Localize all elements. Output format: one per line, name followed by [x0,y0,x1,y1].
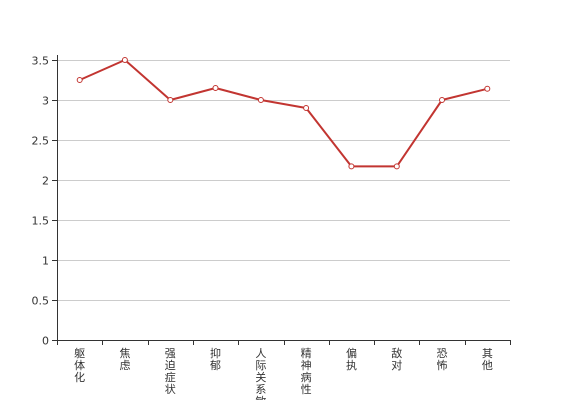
data-point[interactable] [439,97,445,103]
x-tick-label: 焦虑 [119,347,130,372]
grid-lines [57,60,510,301]
x-tick-label: 其他 [482,347,493,372]
data-point[interactable] [257,97,264,103]
x-tick-label: 敌对 [391,346,402,372]
data-point[interactable] [212,85,219,91]
x-axis-ticks: 躯体化 焦虑 强迫症状 抑郁 人际关系敏感 精神病性 偏执 敌对 恐怖 其他 [57,340,511,400]
x-tick-label: 精神病性 [301,347,312,396]
data-point[interactable] [121,57,128,63]
data-point[interactable] [393,163,400,170]
y-tick-label: 2 [42,175,49,188]
x-tick-label: 人际关系敏感 [255,347,266,400]
y-tick-label: 1.5 [32,215,50,228]
data-point[interactable] [303,105,310,111]
y-tick-label: 0.5 [32,295,50,308]
series-line [79,59,488,168]
y-tick-label: 3 [42,95,49,108]
y-axis-ticks: 0 0.5 1 1.5 2 2.5 3 3.5 [32,55,57,348]
y-tick-label: 1 [42,255,49,268]
x-tick-label: 抑郁 [210,346,221,372]
y-tick-label: 0 [42,335,49,348]
x-tick-label: 偏执 [346,346,357,372]
series-layer [76,57,491,170]
y-tick-label: 3.5 [32,55,50,68]
data-point[interactable] [167,97,174,103]
x-tick-label: 强迫症状 [165,347,176,396]
data-point[interactable] [348,163,355,170]
data-point[interactable] [484,85,491,92]
x-tick-label: 躯体化 [74,347,85,384]
data-point[interactable] [76,77,83,83]
axes [57,55,510,341]
y-tick-label: 2.5 [32,135,50,148]
x-tick-label: 恐怖 [437,347,448,372]
